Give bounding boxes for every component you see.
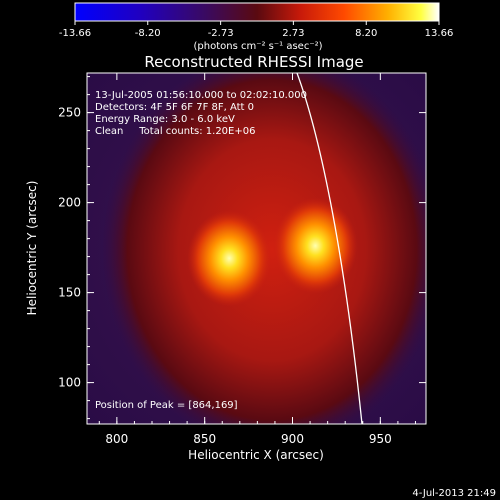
- colorbar-tick-label: -8.20: [135, 28, 161, 39]
- x-tick-label: 900: [281, 432, 304, 446]
- x-axis: 800 850 900 950: [98, 73, 416, 446]
- colorbar-tick-label: -2.73: [208, 28, 234, 39]
- colorbar: [74, 2, 440, 22]
- info-clean-counts: Clean Total counts: 1.20E+06: [95, 126, 255, 137]
- timestamp: 4-Jul-2013 21:49: [412, 488, 496, 499]
- emission-source: [273, 197, 358, 294]
- plot-title: Reconstructed RHESSI Image: [144, 53, 363, 71]
- sources-layer: [187, 197, 358, 307]
- colorbar-tick-label: -13.66: [59, 28, 91, 39]
- x-tick-label: 850: [193, 432, 216, 446]
- colorbar-tick-label: 2.73: [282, 28, 304, 39]
- y-tick-label: 100: [58, 376, 81, 390]
- solar-limb-line: [296, 73, 363, 424]
- info-detectors: Detectors: 4F 5F 6F 7F 8F, Att 0: [95, 102, 254, 113]
- x-tick-label: 800: [105, 432, 128, 446]
- y-tick-label: 150: [58, 286, 81, 300]
- colorbar-unit-label: (photons cm⁻² s⁻¹ asec⁻²): [193, 41, 322, 52]
- emission-source: [187, 210, 272, 307]
- colorbar-ticks: -13.66 -8.20 -2.73 2.73 8.20 13.66: [59, 21, 453, 39]
- y-axis: 100 150 200 250: [58, 76, 426, 420]
- y-axis-label: Heliocentric Y (arcsec): [25, 181, 39, 316]
- peak-position-label: Position of Peak = [864,169]: [95, 400, 238, 411]
- plot-frame: [86, 72, 427, 425]
- x-axis-label: Heliocentric X (arcsec): [188, 448, 324, 462]
- info-energy-range: Energy Range: 3.0 - 6.0 keV: [95, 114, 235, 125]
- image-area: [87, 73, 426, 424]
- x-tick-label: 950: [369, 432, 392, 446]
- y-tick-label: 250: [58, 106, 81, 120]
- y-tick-label: 200: [58, 196, 81, 210]
- colorbar-tick-label: 13.66: [425, 28, 454, 39]
- info-time-range: 13-Jul-2005 01:56:10.000 to 02:02:10.000: [95, 90, 307, 101]
- colorbar-tick-label: 8.20: [355, 28, 377, 39]
